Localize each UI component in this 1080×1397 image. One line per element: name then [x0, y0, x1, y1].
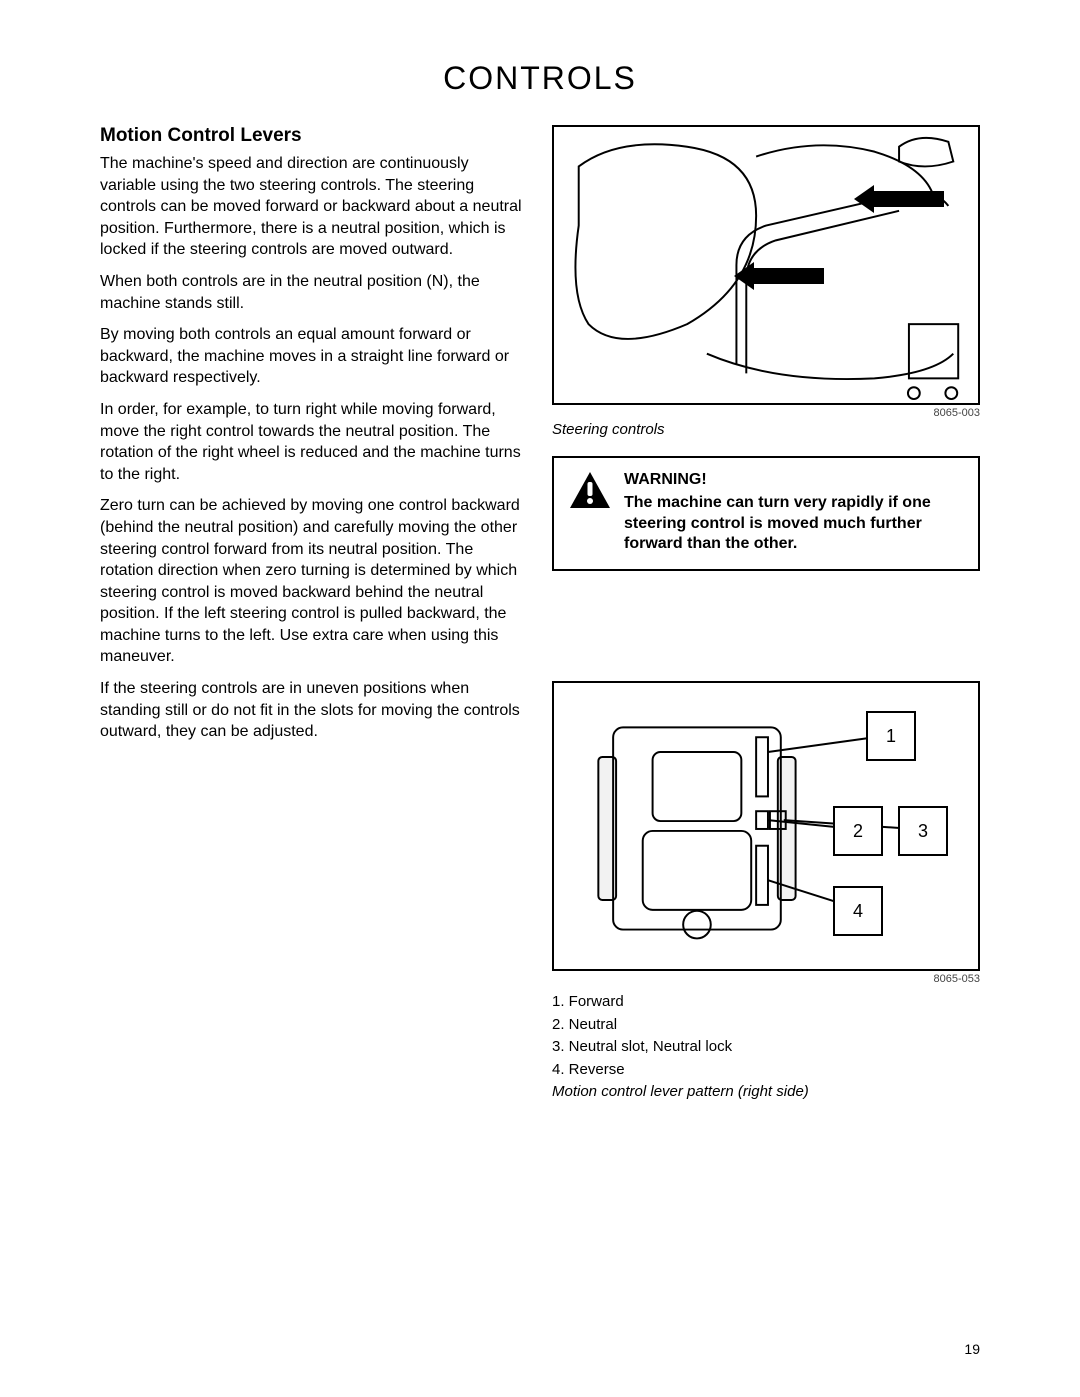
page-number: 19 — [964, 1341, 980, 1357]
figure-legend: 1. Forward 2. Neutral 3. Neutral slot, N… — [552, 991, 980, 1081]
right-column: 8065-003 Steering controls WARNING! The … — [552, 125, 980, 1118]
callout-4: 4 — [833, 886, 883, 936]
figure-lever-pattern: 1 2 3 4 — [552, 681, 980, 971]
warning-text: WARNING! The machine can turn very rapid… — [624, 470, 964, 555]
section-heading: Motion Control Levers — [100, 125, 528, 147]
figure-ref: 8065-053 — [552, 973, 980, 985]
paragraph: In order, for example, to turn right whi… — [100, 399, 528, 485]
callout-1: 1 — [866, 711, 916, 761]
warning-title: WARNING! — [624, 470, 964, 491]
steering-controls-illustration — [554, 127, 978, 403]
warning-icon — [568, 470, 612, 510]
paragraph: By moving both controls an equal amount … — [100, 324, 528, 389]
figure-ref: 8065-003 — [552, 407, 980, 419]
content-columns: Motion Control Levers The machine's spee… — [100, 125, 980, 1118]
figure-caption: Steering controls — [552, 421, 980, 438]
left-column: Motion Control Levers The machine's spee… — [100, 125, 528, 1118]
callout-2: 2 — [833, 806, 883, 856]
paragraph: The machine's speed and direction are co… — [100, 153, 528, 261]
warning-box: WARNING! The machine can turn very rapid… — [552, 456, 980, 571]
paragraph: Zero turn can be achieved by moving one … — [100, 495, 528, 668]
warning-body: The machine can turn very rapidly if one… — [624, 493, 964, 555]
callout-3: 3 — [898, 806, 948, 856]
legend-item: 4. Reverse — [552, 1059, 980, 1082]
paragraph: When both controls are in the neutral po… — [100, 271, 528, 314]
figure-steering-controls — [552, 125, 980, 405]
figure-caption: Motion control lever pattern (right side… — [552, 1083, 980, 1100]
legend-item: 3. Neutral slot, Neutral lock — [552, 1036, 980, 1059]
paragraph: If the steering controls are in uneven p… — [100, 678, 528, 743]
page-title: CONTROLS — [100, 60, 980, 97]
legend-item: 1. Forward — [552, 991, 980, 1014]
legend-item: 2. Neutral — [552, 1014, 980, 1037]
